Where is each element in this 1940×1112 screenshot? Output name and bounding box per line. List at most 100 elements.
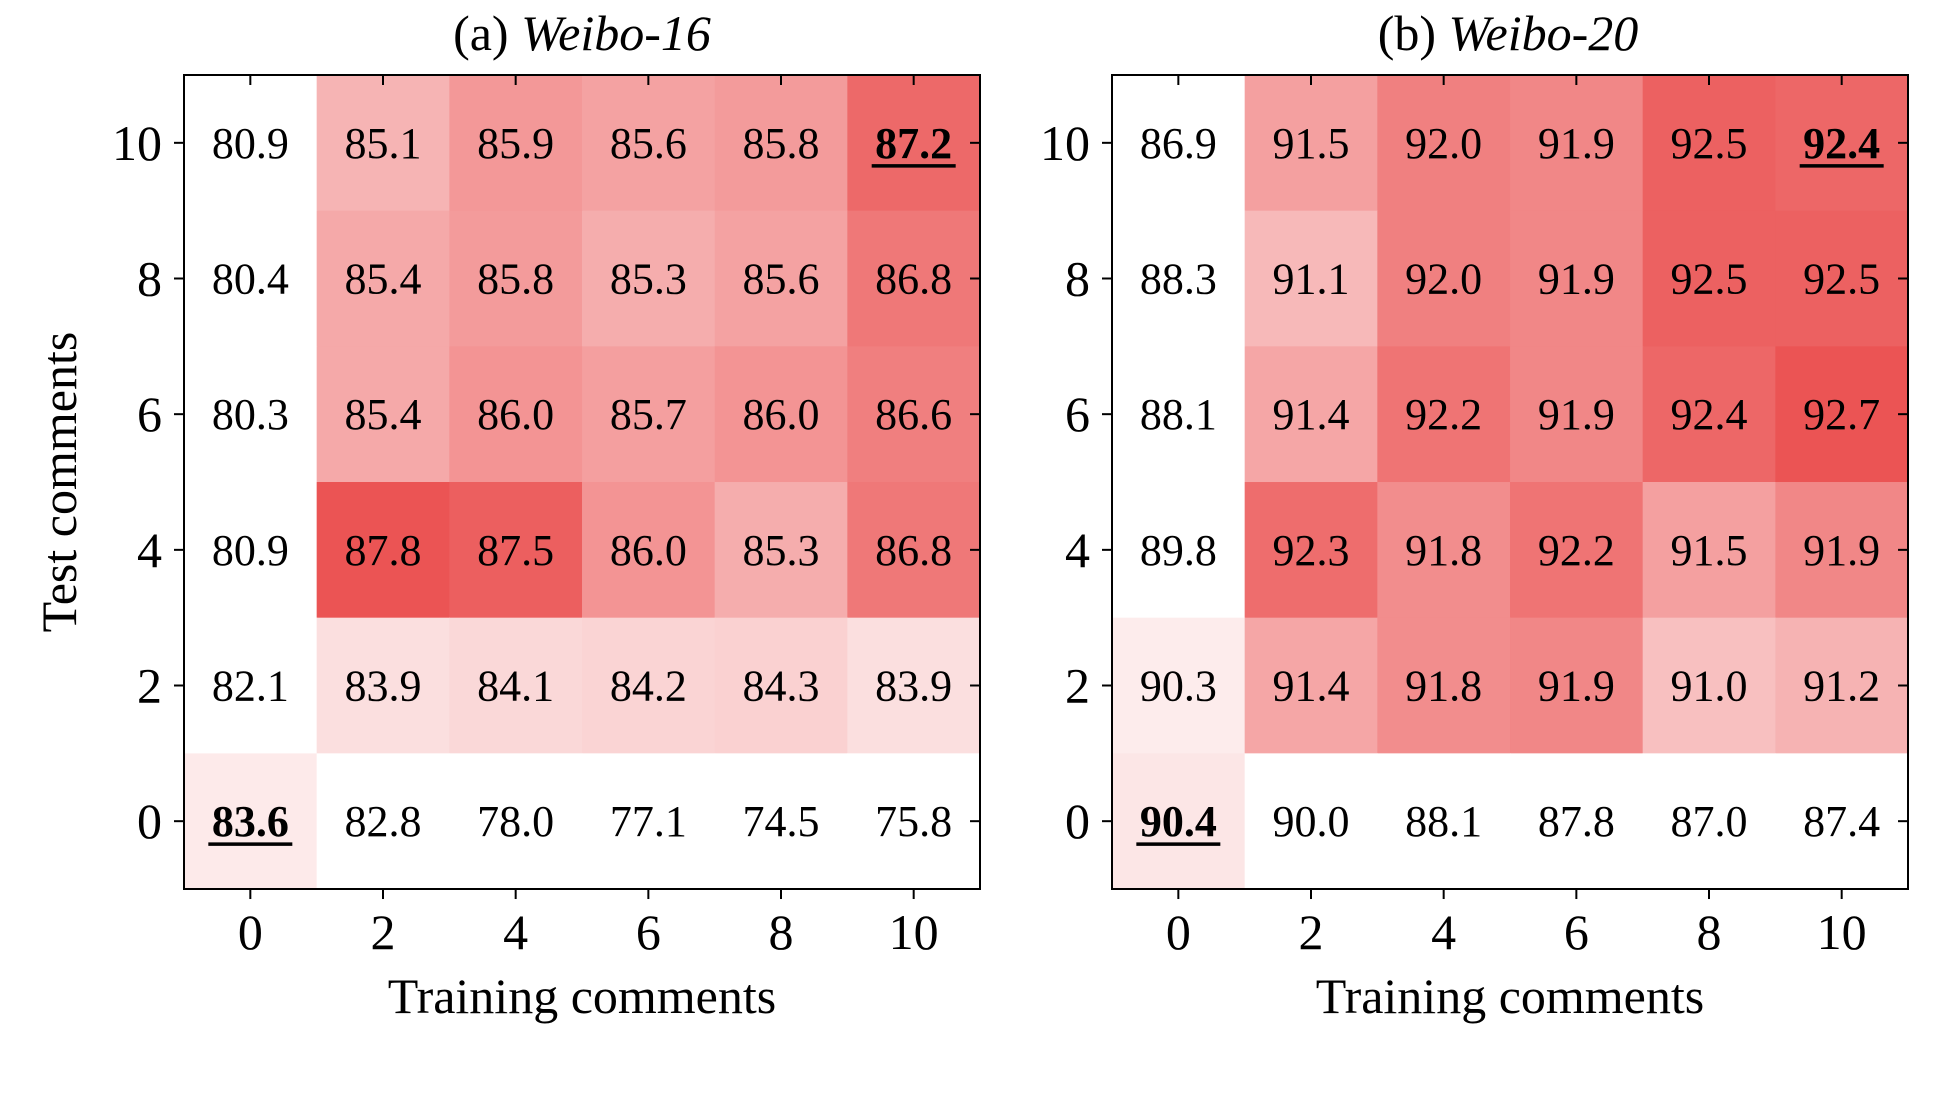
cell-value: 91.9 — [1538, 390, 1615, 439]
cell-value: 88.3 — [1140, 255, 1217, 304]
heatmap-cell — [714, 482, 848, 619]
panel-a-y-axis-label: Test comments — [31, 332, 87, 633]
heatmap-cell — [1377, 210, 1511, 347]
heatmap-cell — [1775, 346, 1909, 483]
heatmap-cell — [582, 482, 716, 619]
cell-value: 85.9 — [477, 119, 554, 168]
heatmap-cell — [449, 210, 583, 347]
cell-value: 92.0 — [1405, 119, 1482, 168]
cell-value: 91.9 — [1538, 255, 1615, 304]
cell-value: 80.9 — [212, 119, 289, 168]
cell-value: 91.1 — [1273, 255, 1350, 304]
heatmap-cell — [1112, 210, 1246, 347]
cell-value: 92.7 — [1803, 390, 1880, 439]
heatmap-cell — [316, 346, 450, 483]
cell-value: 92.4 — [1671, 390, 1748, 439]
panel-b-x-ticks: 0 2 4 6 8 10 — [1166, 75, 1867, 960]
heatmap-cell — [316, 75, 450, 212]
cell-value: 90.3 — [1140, 662, 1217, 711]
heatmap-cell — [449, 346, 583, 483]
heatmap-cell — [582, 753, 716, 890]
heatmap-cell — [184, 617, 318, 754]
heatmap-cell — [582, 75, 716, 212]
heatmap-cell — [1642, 210, 1776, 347]
cell-value-best: 92.4 — [1803, 119, 1880, 168]
cell-value: 80.4 — [212, 255, 289, 304]
y-tick-label: 0 — [137, 793, 162, 849]
heatmap-cell — [1510, 346, 1644, 483]
panel-a-cells: 80.9 85.1 85.9 85.6 85.8 87.2 80.4 85.4 85.8 85.3… — [184, 75, 981, 890]
heatmap-cell — [184, 346, 318, 483]
cell-value: 83.9 — [875, 662, 952, 711]
cell-value: 91.9 — [1538, 119, 1615, 168]
cell-value: 91.8 — [1405, 662, 1482, 711]
cell-value: 87.8 — [345, 526, 422, 575]
x-tick-label: 6 — [1564, 904, 1589, 960]
heatmap-cell — [714, 753, 848, 890]
heatmap-cell — [1642, 75, 1776, 212]
heatmap-cell — [847, 210, 981, 347]
heatmap-cell — [1642, 482, 1776, 619]
heatmap-cell — [184, 753, 318, 890]
cell-value: 82.1 — [212, 662, 289, 711]
cell-value: 86.6 — [875, 390, 952, 439]
heatmap-cell — [847, 346, 981, 483]
heatmap-cell — [1244, 346, 1378, 483]
x-tick-label: 10 — [1817, 904, 1867, 960]
cell-value: 87.8 — [1538, 797, 1615, 846]
x-tick-label: 0 — [238, 904, 263, 960]
heatmap-cell — [1244, 75, 1378, 212]
cell-value: 74.5 — [743, 797, 820, 846]
cell-value: 84.1 — [477, 662, 554, 711]
x-tick-label: 2 — [1299, 904, 1324, 960]
heatmap-cell — [184, 482, 318, 619]
x-tick-label: 10 — [889, 904, 939, 960]
heatmap-cell — [847, 753, 981, 890]
heatmap-cell — [714, 346, 848, 483]
heatmap-cell — [847, 482, 981, 619]
cell-value: 80.3 — [212, 390, 289, 439]
panel-b-y-ticks: 10 8 6 4 2 0 — [1040, 115, 1909, 849]
heatmap-cell — [1510, 75, 1644, 212]
cell-value: 91.8 — [1405, 526, 1482, 575]
panel-b-title: (b) Weibo-20 — [1378, 5, 1639, 61]
heatmap-cell — [1775, 75, 1909, 212]
heatmap-cell — [449, 482, 583, 619]
cell-value: 87.5 — [477, 526, 554, 575]
heatmap-cell — [714, 75, 848, 212]
cell-value: 83.9 — [345, 662, 422, 711]
heatmap-cell — [1112, 482, 1246, 619]
heatmap-cell — [1112, 346, 1246, 483]
heatmap-cell — [1377, 753, 1511, 890]
heatmap-cell — [316, 482, 450, 619]
x-tick-label: 0 — [1166, 904, 1191, 960]
cell-value-best: 87.2 — [875, 119, 952, 168]
cell-value: 84.3 — [743, 662, 820, 711]
cell-value: 91.4 — [1273, 390, 1350, 439]
y-tick-label: 8 — [137, 251, 162, 307]
cell-value: 88.1 — [1140, 390, 1217, 439]
cell-value: 77.1 — [610, 797, 687, 846]
heatmap-cell — [1112, 75, 1246, 212]
panel-a-y-ticks: 10 8 6 4 2 0 — [112, 115, 981, 849]
heatmap-cell — [847, 75, 981, 212]
cell-value: 85.8 — [743, 119, 820, 168]
heatmap-cell — [714, 210, 848, 347]
y-tick-label: 8 — [1065, 251, 1090, 307]
heatmap-cell — [1377, 482, 1511, 619]
panel-b-x-axis-label: Training comments — [1316, 968, 1704, 1024]
cell-value: 86.8 — [875, 255, 952, 304]
cell-value: 82.8 — [345, 797, 422, 846]
cell-value: 91.5 — [1273, 119, 1350, 168]
y-tick-label: 0 — [1065, 793, 1090, 849]
cell-value: 86.9 — [1140, 119, 1217, 168]
y-tick-label: 4 — [1065, 522, 1090, 578]
x-tick-label: 6 — [636, 904, 661, 960]
heatmap-cell — [1642, 346, 1776, 483]
x-tick-label: 4 — [503, 904, 528, 960]
heatmap-cell — [1775, 753, 1909, 890]
cell-value-best: 90.4 — [1140, 797, 1217, 846]
heatmap-cell — [582, 617, 716, 754]
heatmap-cell — [582, 346, 716, 483]
x-tick-label: 2 — [371, 904, 396, 960]
